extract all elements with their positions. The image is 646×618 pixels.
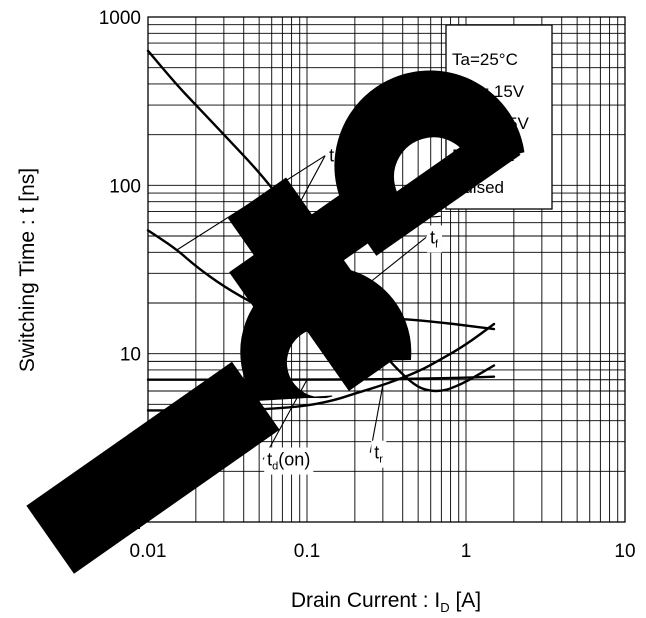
curve-label-main: t (374, 443, 379, 463)
curve-label-tdon: td(on) (264, 447, 314, 475)
curve-label-background (264, 447, 314, 475)
x-axis-title: Drain Current : ID [A] (291, 589, 481, 615)
plot-frame (147, 16, 626, 523)
curve-label-background (371, 440, 387, 468)
y-tick-label: 1000 (99, 8, 141, 29)
y-tick-label: 100 (109, 176, 141, 197)
y-tick-label: 10 (120, 345, 141, 366)
x-tick-label: 1 (461, 541, 472, 562)
curve-label-main: t (329, 146, 334, 166)
watermark (26, 70, 525, 574)
curve-label-sub: d (272, 461, 278, 473)
x-tick-label: 10 (614, 541, 635, 562)
watermark-letter-e2 (334, 70, 525, 256)
curve-label-tr: tr (371, 440, 387, 468)
condition-line: Ta=25°C (452, 50, 518, 69)
curve-label-text: tf (430, 227, 439, 250)
condition-main: Ta=25°C (452, 50, 518, 69)
tick-labels: 0.010.11101101001000 (99, 8, 636, 562)
x-axis-title-tail: [A] (450, 589, 482, 612)
x-tick-label: 0.01 (130, 541, 167, 562)
curve-label-main: t (430, 227, 435, 247)
curve-label-sub: r (379, 454, 383, 466)
watermark-letter-t (227, 177, 408, 392)
y-axis-title: Switching Time : t [ns] (16, 168, 39, 372)
x-axis-title-sub: D (440, 600, 449, 615)
curve-label-tail: (on) (278, 450, 310, 470)
series-line-tdon (146, 375, 496, 381)
curve-label-sub: f (435, 238, 439, 250)
curve-label-tf: tf (426, 225, 442, 253)
x-axis-title-main: Drain Current : I (291, 589, 440, 612)
curve-label-text: td(on) (267, 450, 310, 473)
x-tick-label: 0.1 (294, 541, 320, 562)
curve-label-text: tr (374, 443, 383, 466)
curve-label-main: t (267, 450, 272, 470)
curve-label-background (426, 225, 442, 253)
